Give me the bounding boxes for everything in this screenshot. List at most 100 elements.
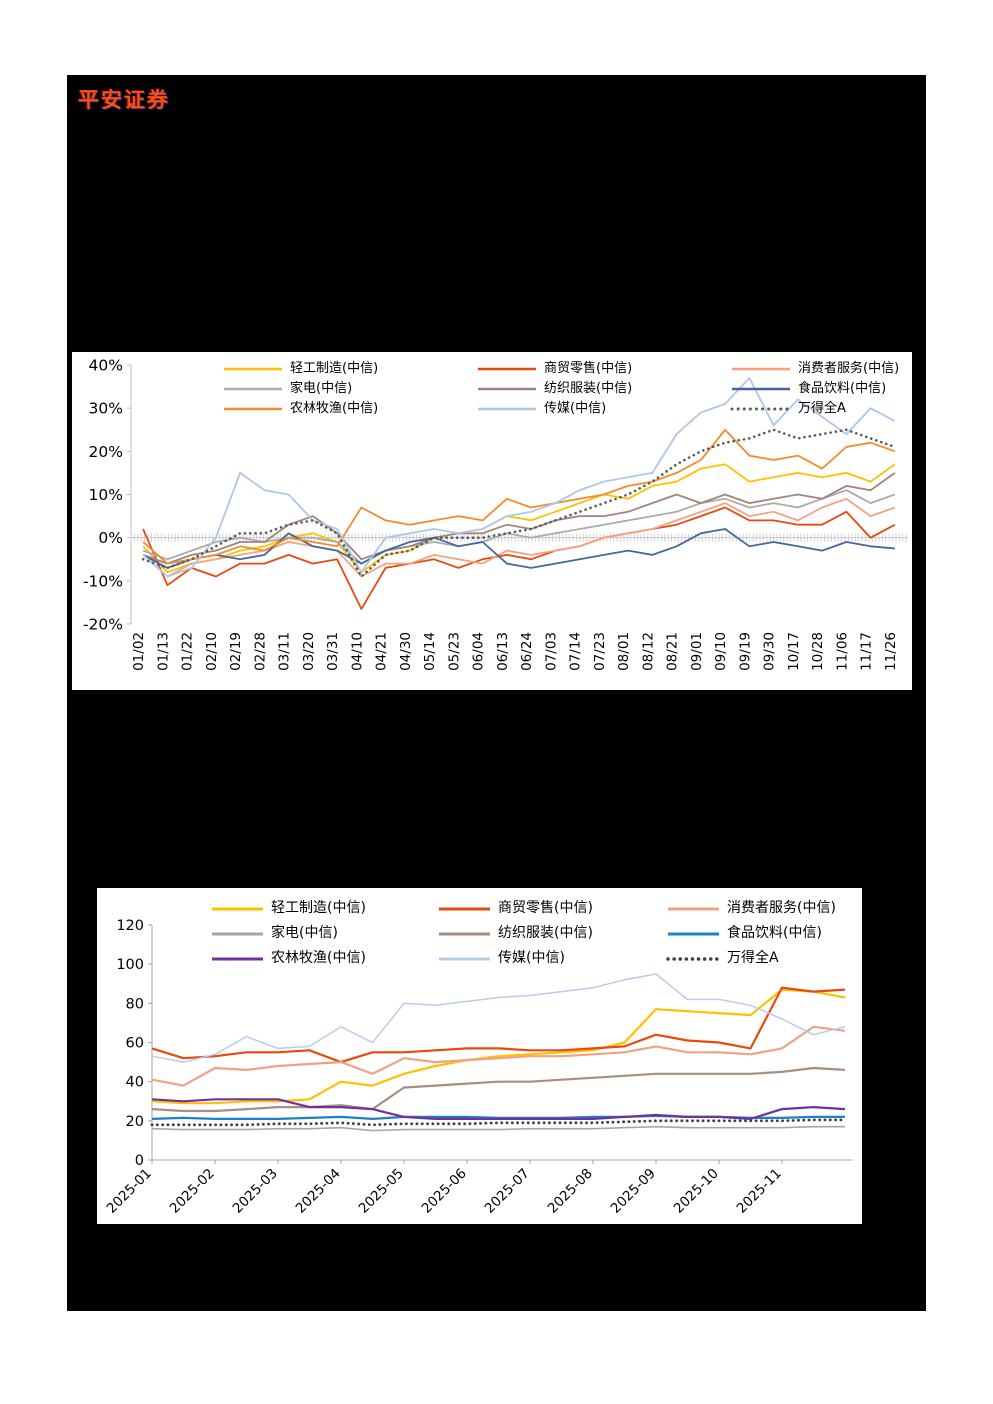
svg-text:04/30: 04/30 (398, 632, 414, 671)
legend-item: 农林牧渔(中信) (222, 400, 378, 417)
svg-text:08/21: 08/21 (665, 632, 681, 671)
svg-text:08/12: 08/12 (640, 632, 656, 671)
svg-text:06/04: 06/04 (471, 632, 487, 671)
legend-item: 万得全A (730, 400, 846, 417)
legend-swatch-line (668, 907, 719, 910)
svg-text:20: 20 (126, 1114, 144, 1130)
legend-swatch-line (224, 367, 282, 370)
legend-label: 轻工制造(中信) (290, 361, 379, 376)
svg-text:-10%: -10% (83, 572, 123, 590)
legend-label: 传媒(中信) (544, 401, 607, 416)
svg-text:03/20: 03/20 (301, 632, 317, 671)
svg-text:09/30: 09/30 (762, 632, 778, 671)
legend-item: 万得全A (666, 950, 779, 967)
legend-item: 轻工制造(中信) (210, 900, 366, 917)
legend-label: 商贸零售(中信) (498, 900, 593, 916)
legend-swatch-line (666, 956, 721, 961)
legend-label: 轻工制造(中信) (271, 900, 366, 916)
legend-label: 家电(中信) (271, 925, 338, 941)
legend-label: 家电(中信) (290, 381, 353, 396)
legend-label: 纺织服装(中信) (498, 925, 593, 941)
svg-text:30%: 30% (89, 400, 123, 418)
svg-text:11/06: 11/06 (834, 632, 850, 671)
svg-text:10/17: 10/17 (786, 632, 802, 671)
legend-item: 商贸零售(中信) (476, 360, 632, 377)
svg-text:01/22: 01/22 (180, 632, 196, 671)
legend-label: 万得全A (798, 401, 846, 416)
svg-text:40%: 40% (89, 356, 123, 374)
svg-text:07/23: 07/23 (592, 632, 608, 671)
svg-text:06/13: 06/13 (495, 632, 511, 671)
legend-item: 纺织服装(中信) (476, 380, 632, 397)
svg-text:07/03: 07/03 (543, 632, 559, 671)
svg-text:2025-08: 2025-08 (545, 1166, 596, 1217)
brand-logo: 平安证券 (78, 88, 170, 112)
legend-swatch-line (224, 387, 282, 390)
svg-text:120: 120 (116, 918, 144, 934)
legend-swatch-line (439, 907, 490, 910)
legend-label: 消费者服务(中信) (727, 900, 836, 916)
svg-text:2025-03: 2025-03 (230, 1166, 281, 1217)
legend-item: 纺织服装(中信) (437, 925, 593, 942)
svg-text:07/14: 07/14 (568, 632, 584, 671)
legend-swatch-line (732, 387, 790, 390)
legend-item: 传媒(中信) (437, 950, 565, 967)
legend-label: 农林牧渔(中信) (290, 401, 379, 416)
legend-swatch-line (212, 957, 263, 960)
svg-text:02/28: 02/28 (252, 632, 268, 671)
svg-text:40: 40 (126, 1075, 144, 1091)
svg-text:2025-09: 2025-09 (608, 1166, 659, 1217)
svg-text:0%: 0% (98, 529, 123, 547)
svg-text:2025-10: 2025-10 (671, 1166, 722, 1217)
svg-text:10/28: 10/28 (810, 632, 826, 671)
legend-swatch-line (439, 932, 490, 935)
legend-item: 农林牧渔(中信) (210, 950, 366, 967)
legend-swatch-line (668, 932, 719, 935)
legend-label: 商贸零售(中信) (544, 361, 633, 376)
svg-text:2025-06: 2025-06 (419, 1166, 470, 1217)
page-dark-background: 平安证券 40% 30% 20% 10% 0% -10% -20% 01/02 01/13 01/… (67, 75, 926, 1311)
legend-swatch-line (439, 957, 490, 960)
svg-text:2025-04: 2025-04 (293, 1166, 344, 1217)
svg-text:05/14: 05/14 (422, 632, 438, 671)
legend-swatch-line (212, 907, 263, 910)
legend-swatch-line (478, 387, 536, 390)
svg-text:03/11: 03/11 (277, 632, 293, 671)
legend-item: 轻工制造(中信) (222, 360, 378, 377)
svg-text:08/01: 08/01 (616, 632, 632, 671)
chart-legend: 轻工制造(中信) 商贸零售(中信) 消费者服务(中信) 家电(中信) 纺织服装(中信) 食… (72, 352, 912, 442)
legend-item: 家电(中信) (222, 380, 352, 397)
svg-text:2025-01: 2025-01 (104, 1166, 155, 1217)
svg-text:05/23: 05/23 (446, 632, 462, 671)
legend-item: 消费者服务(中信) (666, 900, 836, 917)
svg-text:02/19: 02/19 (228, 632, 244, 671)
svg-text:2025-07: 2025-07 (482, 1166, 533, 1217)
legend-swatch-line (478, 367, 536, 370)
svg-text:01/02: 01/02 (131, 632, 147, 671)
svg-text:60: 60 (126, 1036, 144, 1052)
legend-label: 传媒(中信) (498, 950, 565, 966)
svg-text:04/21: 04/21 (374, 632, 390, 671)
legend-swatch-line (730, 407, 792, 410)
legend-label: 食品饮料(中信) (798, 381, 887, 396)
svg-text:02/10: 02/10 (204, 632, 220, 671)
legend-item: 食品饮料(中信) (666, 925, 822, 942)
legend-label: 消费者服务(中信) (798, 361, 900, 376)
legend-swatch-line (212, 932, 263, 935)
legend-label: 万得全A (727, 950, 779, 966)
svg-text:09/10: 09/10 (713, 632, 729, 671)
sector-cumulative-return-chart: 40% 30% 20% 10% 0% -10% -20% 01/02 01/13 01/22 02/… (72, 352, 912, 690)
svg-text:10%: 10% (89, 486, 123, 504)
legend-swatch-line (478, 407, 536, 410)
line-chart-canvas: 40% 30% 20% 10% 0% -10% -20% 01/02 01/13 01/22 02/… (83, 356, 907, 671)
svg-text:01/13: 01/13 (155, 632, 171, 671)
svg-text:09/19: 09/19 (737, 632, 753, 671)
legend-item: 传媒(中信) (476, 400, 606, 417)
legend-swatch-line (224, 407, 282, 410)
legend-item: 消费者服务(中信) (730, 360, 899, 377)
chart-legend: 轻工制造(中信) 商贸零售(中信) 消费者服务(中信) 家电(中信) 纺织服装(中信) 食… (97, 888, 862, 978)
svg-text:80: 80 (126, 996, 144, 1012)
legend-label: 农林牧渔(中信) (271, 950, 366, 966)
